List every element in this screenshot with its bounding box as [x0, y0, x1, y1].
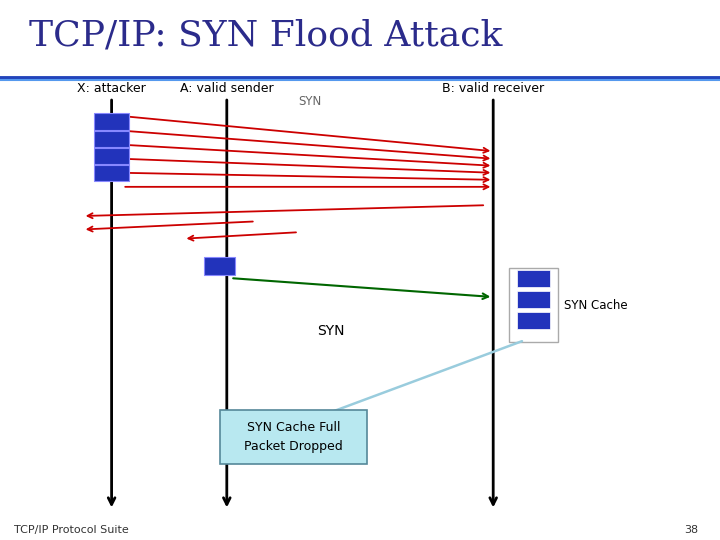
FancyBboxPatch shape — [204, 256, 235, 275]
FancyBboxPatch shape — [94, 113, 129, 130]
FancyBboxPatch shape — [220, 410, 367, 464]
Text: SYN Cache: SYN Cache — [564, 299, 628, 312]
Text: SYN: SYN — [318, 324, 345, 338]
FancyBboxPatch shape — [517, 270, 550, 287]
FancyBboxPatch shape — [517, 291, 550, 308]
FancyBboxPatch shape — [517, 312, 550, 329]
Text: B: valid receiver: B: valid receiver — [442, 82, 544, 94]
Text: TCP/IP Protocol Suite: TCP/IP Protocol Suite — [14, 524, 129, 535]
Text: SYN Cache Full
Packet Dropped: SYN Cache Full Packet Dropped — [244, 421, 343, 454]
Text: TCP/IP: SYN Flood Attack: TCP/IP: SYN Flood Attack — [29, 19, 502, 53]
FancyBboxPatch shape — [94, 148, 129, 164]
FancyBboxPatch shape — [94, 165, 129, 181]
Text: SYN: SYN — [298, 95, 321, 108]
FancyBboxPatch shape — [509, 268, 558, 342]
Text: A: valid sender: A: valid sender — [180, 82, 274, 94]
Text: X: attacker: X: attacker — [77, 82, 146, 94]
Text: 38: 38 — [684, 524, 698, 535]
FancyBboxPatch shape — [94, 131, 129, 147]
